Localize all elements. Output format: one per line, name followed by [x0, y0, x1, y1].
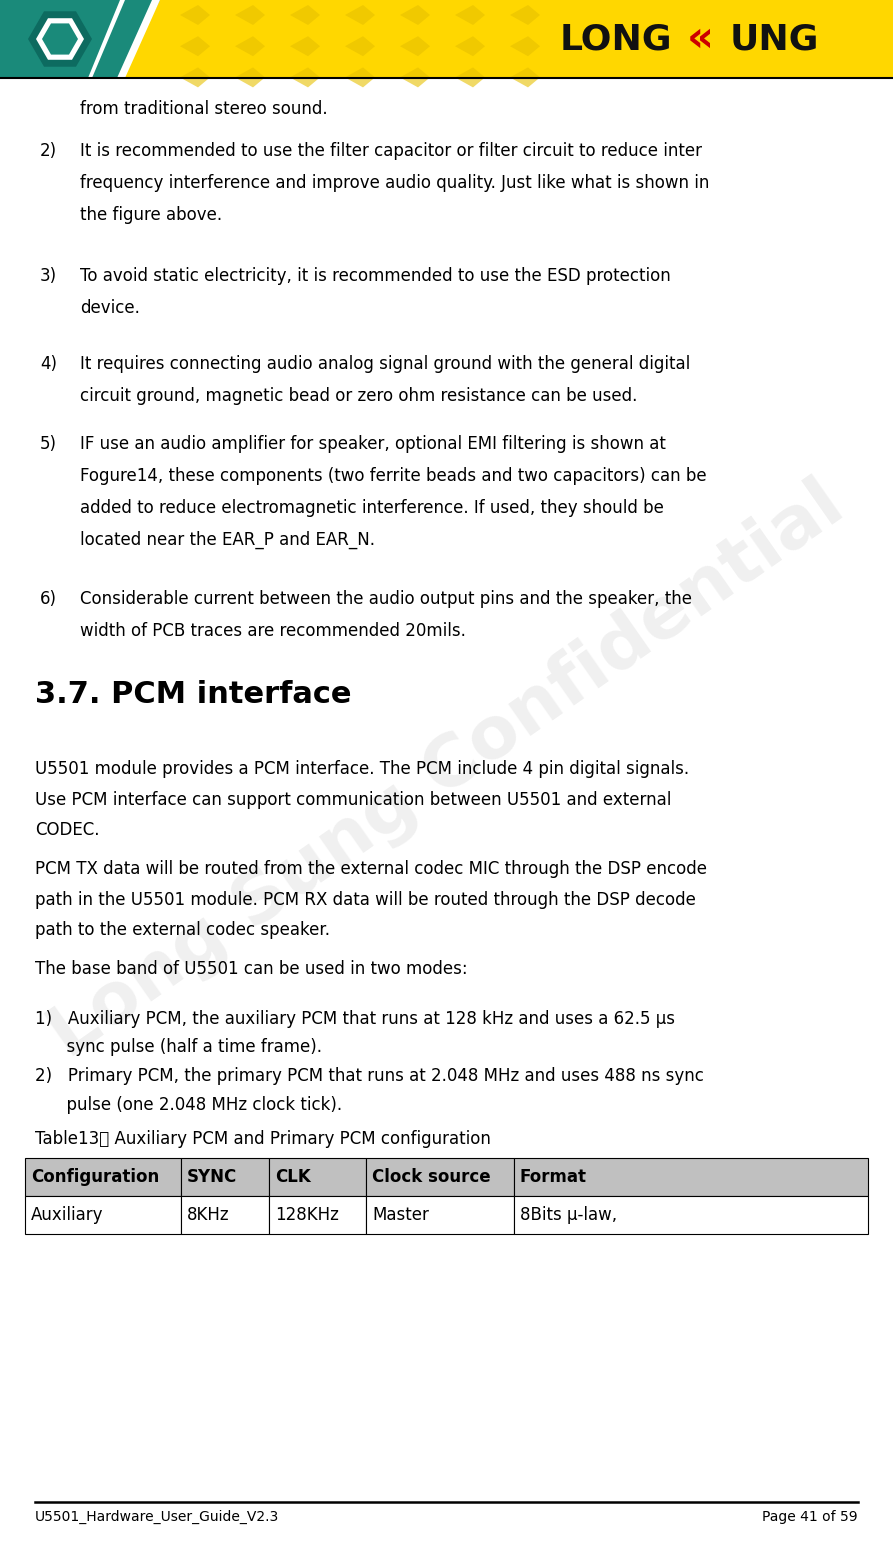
Text: 8Bits μ-law,: 8Bits μ-law, — [520, 1207, 617, 1224]
Text: U5501 module provides a PCM interface. The PCM include 4 pin digital signals.
Us: U5501 module provides a PCM interface. T… — [35, 760, 689, 840]
Polygon shape — [400, 68, 430, 88]
Polygon shape — [455, 5, 485, 25]
Polygon shape — [455, 68, 485, 88]
Text: Considerable current between the audio output pins and the speaker, the
width of: Considerable current between the audio o… — [80, 590, 692, 640]
Text: It is recommended to use the filter capacitor or filter circuit to reduce inter
: It is recommended to use the filter capa… — [80, 142, 709, 223]
Text: 128KHz: 128KHz — [275, 1207, 339, 1224]
Text: The base band of U5501 can be used in two modes:: The base band of U5501 can be used in tw… — [35, 960, 468, 979]
Polygon shape — [180, 35, 210, 55]
Polygon shape — [88, 0, 160, 79]
Polygon shape — [0, 0, 160, 79]
Text: It requires connecting audio analog signal ground with the general digital
circu: It requires connecting audio analog sign… — [80, 354, 690, 405]
Polygon shape — [345, 68, 375, 88]
Text: SYNC: SYNC — [187, 1168, 238, 1187]
Bar — [181, 1196, 270, 1234]
Text: 1)   Auxiliary PCM, the auxiliary PCM that runs at 128 kHz and uses a 62.5 μs
  : 1) Auxiliary PCM, the auxiliary PCM that… — [35, 1009, 704, 1114]
Bar — [514, 1196, 868, 1234]
Polygon shape — [235, 5, 265, 25]
Text: PCM TX data will be routed from the external codec MIC through the DSP encode
pa: PCM TX data will be routed from the exte… — [35, 860, 707, 938]
Polygon shape — [290, 35, 320, 55]
Polygon shape — [400, 35, 430, 55]
Text: Master: Master — [372, 1207, 430, 1224]
Bar — [0, 0, 893, 79]
Text: 5): 5) — [40, 435, 57, 453]
Bar — [270, 1196, 366, 1234]
Polygon shape — [510, 5, 540, 25]
Text: from traditional stereo sound.: from traditional stereo sound. — [80, 100, 328, 119]
Text: Clock source: Clock source — [372, 1168, 491, 1187]
Bar — [514, 1157, 868, 1196]
Polygon shape — [400, 5, 430, 25]
Text: Format: Format — [520, 1168, 587, 1187]
Polygon shape — [455, 35, 485, 55]
Text: 8KHz: 8KHz — [187, 1207, 230, 1224]
Bar — [366, 1196, 514, 1234]
Text: CLK: CLK — [275, 1168, 312, 1187]
Polygon shape — [290, 68, 320, 88]
Polygon shape — [92, 0, 152, 79]
Text: 2): 2) — [40, 142, 57, 160]
Text: Auxiliary: Auxiliary — [31, 1207, 104, 1224]
Polygon shape — [180, 68, 210, 88]
Text: Configuration: Configuration — [31, 1168, 159, 1187]
Text: 6): 6) — [40, 590, 57, 609]
Text: To avoid static electricity, it is recommended to use the ESD protection
device.: To avoid static electricity, it is recom… — [80, 267, 671, 317]
Bar — [270, 1157, 366, 1196]
Text: 4): 4) — [40, 354, 57, 373]
Polygon shape — [180, 5, 210, 25]
Polygon shape — [290, 5, 320, 25]
Text: U5501_Hardware_User_Guide_V2.3: U5501_Hardware_User_Guide_V2.3 — [35, 1510, 280, 1524]
Text: «: « — [687, 18, 714, 60]
Polygon shape — [345, 5, 375, 25]
Text: 3.7. PCM interface: 3.7. PCM interface — [35, 680, 352, 709]
Polygon shape — [235, 68, 265, 88]
Text: Long Sung Confidential: Long Sung Confidential — [37, 468, 856, 1073]
Text: IF use an audio amplifier for speaker, optional EMI filtering is shown at
Fogure: IF use an audio amplifier for speaker, o… — [80, 435, 706, 549]
Polygon shape — [510, 35, 540, 55]
Polygon shape — [345, 35, 375, 55]
Text: UNG: UNG — [730, 22, 820, 55]
Bar — [366, 1157, 514, 1196]
Text: 3): 3) — [40, 267, 57, 285]
Polygon shape — [235, 35, 265, 55]
Text: LONG: LONG — [560, 22, 672, 55]
Bar — [25, 1157, 181, 1196]
Text: Page 41 of 59: Page 41 of 59 — [763, 1510, 858, 1524]
Polygon shape — [510, 68, 540, 88]
Text: Table13： Auxiliary PCM and Primary PCM configuration: Table13： Auxiliary PCM and Primary PCM c… — [35, 1130, 491, 1148]
Bar — [181, 1157, 270, 1196]
Bar — [25, 1196, 181, 1234]
